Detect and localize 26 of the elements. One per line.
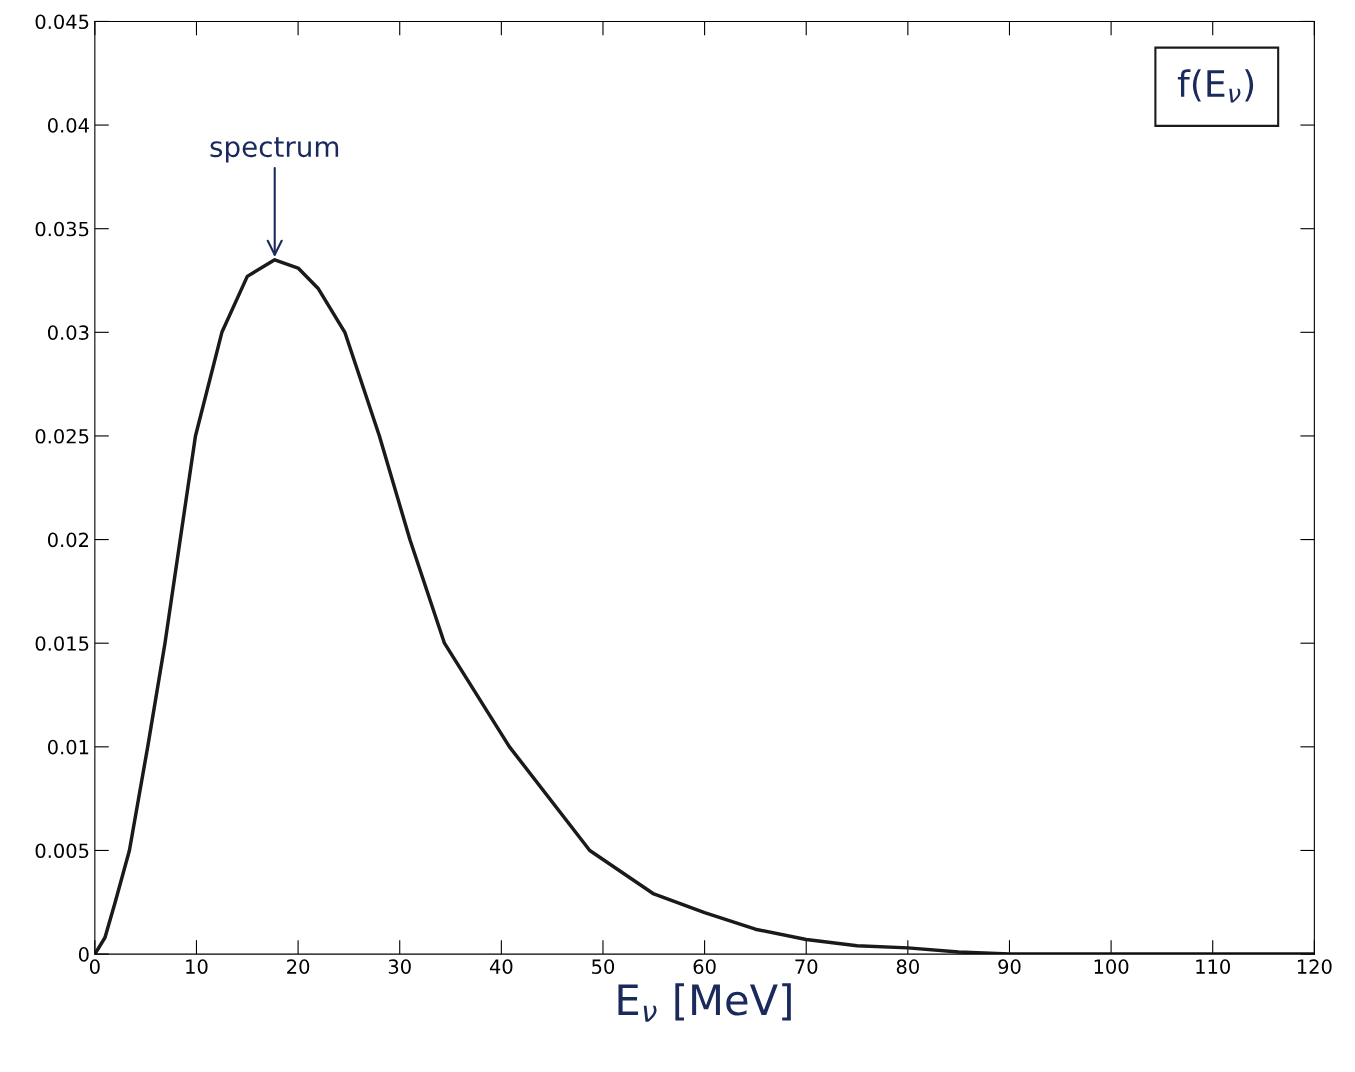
x-tick-label: 50 bbox=[592, 959, 615, 974]
x-tick-label: 70 bbox=[795, 959, 818, 974]
x-tick-label: 120 bbox=[1297, 959, 1332, 974]
x-tick-label: 20 bbox=[287, 959, 310, 974]
y-tick-label: 0.01 bbox=[47, 739, 89, 755]
x-tick-label: 90 bbox=[998, 959, 1021, 974]
x-tick-label: 110 bbox=[1196, 959, 1230, 974]
y-tick-label: 0.005 bbox=[35, 843, 89, 859]
x-tick-label: 10 bbox=[186, 959, 208, 974]
y-tick-label: 0.02 bbox=[47, 532, 89, 548]
y-tick-label: 0.04 bbox=[47, 118, 89, 133]
annotation: f(E$_{ν}$) bbox=[1177, 69, 1254, 103]
y-tick-label: 0.035 bbox=[35, 221, 89, 237]
x-tick-label: 80 bbox=[896, 959, 919, 974]
x-tick-label: 0 bbox=[89, 959, 100, 974]
y-tick-label: 0.03 bbox=[47, 325, 89, 340]
x-tick-label: 60 bbox=[693, 959, 716, 974]
y-tick-label: 0.025 bbox=[35, 428, 89, 444]
x-tick-label: 40 bbox=[489, 959, 513, 974]
x-axis-title: E$_{ν}$ [MeV] bbox=[618, 983, 791, 1022]
x-tick-label: 100 bbox=[1094, 959, 1129, 974]
x-tick-label: 30 bbox=[388, 959, 411, 974]
y-tick-label: 0.015 bbox=[35, 636, 89, 651]
y-tick-label: 0 bbox=[78, 947, 89, 962]
y-tick-label: 0.045 bbox=[35, 14, 89, 30]
annotation: spectrum bbox=[210, 137, 339, 163]
